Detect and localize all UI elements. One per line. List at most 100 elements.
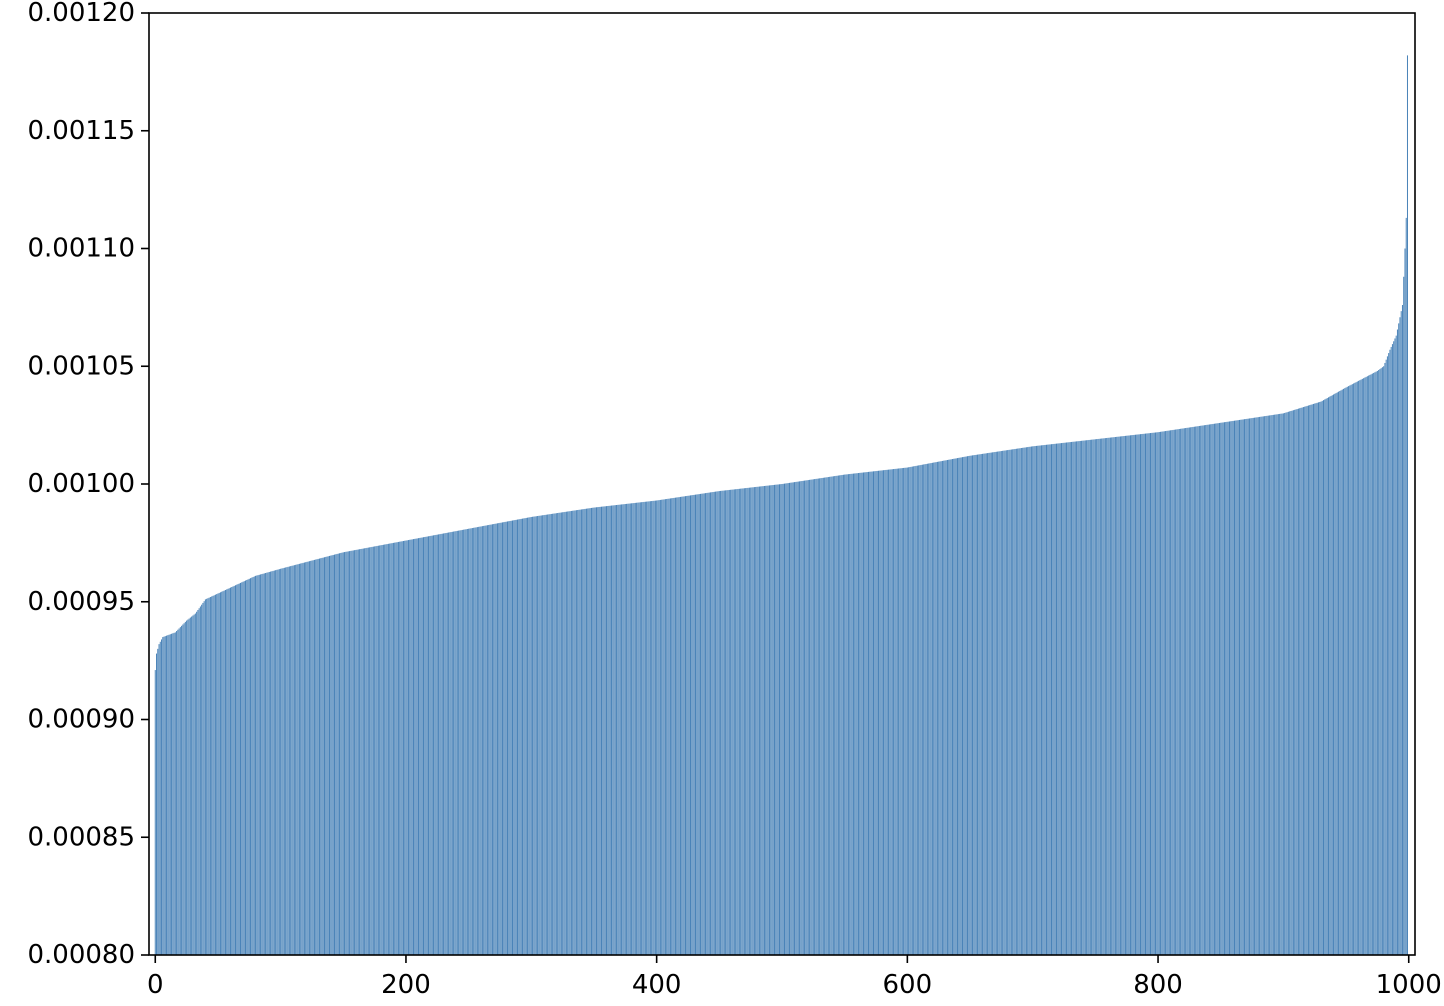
bar (880, 470, 882, 955)
bar (1124, 435, 1126, 955)
bar (637, 502, 639, 955)
bar (1378, 370, 1380, 955)
bar (557, 513, 559, 955)
bar (1109, 437, 1111, 956)
bar (454, 531, 456, 955)
bar (439, 534, 441, 955)
bar (1299, 408, 1301, 955)
bar (1285, 412, 1287, 955)
bar (426, 536, 428, 955)
bar (1297, 408, 1299, 955)
bar (219, 592, 221, 955)
bar (810, 479, 812, 955)
bar (1121, 436, 1123, 956)
bar (1131, 435, 1133, 956)
bar (212, 595, 214, 955)
bar (782, 483, 784, 955)
bar (1348, 386, 1350, 956)
bar (501, 522, 503, 955)
bar (391, 543, 393, 955)
bar (618, 504, 620, 955)
bar (186, 620, 188, 955)
bar (250, 578, 252, 955)
bar (698, 494, 700, 955)
bar (1158, 432, 1160, 955)
bar (931, 462, 933, 955)
bar (713, 491, 715, 955)
bar (585, 508, 587, 955)
bar (1309, 405, 1311, 955)
bar (1398, 323, 1400, 955)
bar (1394, 338, 1396, 955)
bar (529, 517, 531, 955)
bar (1137, 434, 1139, 955)
bar (815, 478, 817, 955)
bar (611, 505, 613, 955)
bar (851, 473, 853, 955)
bar (1062, 442, 1064, 956)
bar (1153, 432, 1155, 955)
bar (1260, 416, 1262, 956)
bar (855, 473, 857, 955)
bar (1379, 369, 1381, 955)
bar (416, 538, 418, 955)
bar (227, 588, 229, 955)
bar (1029, 446, 1031, 955)
bar (354, 550, 356, 955)
bar (1239, 419, 1241, 956)
bar (191, 616, 193, 955)
bar (1071, 441, 1073, 955)
bar (407, 540, 409, 955)
bar (1360, 379, 1362, 956)
bar (524, 518, 526, 955)
bar (167, 635, 169, 955)
bar (1079, 440, 1081, 955)
bar (624, 504, 626, 955)
bar (651, 501, 653, 955)
bar (1145, 433, 1147, 955)
bar (317, 558, 319, 955)
bar (342, 552, 344, 955)
bar (1182, 428, 1184, 955)
bar (194, 613, 196, 955)
bar (1027, 447, 1029, 955)
bar (428, 536, 430, 955)
bar (1044, 444, 1046, 955)
bar (587, 508, 589, 955)
bar (1139, 434, 1141, 956)
bar (592, 507, 594, 955)
bar (434, 535, 436, 955)
bar (446, 532, 448, 955)
bar (312, 560, 314, 955)
bar (563, 512, 565, 955)
bar (876, 470, 878, 955)
bar (1222, 422, 1224, 955)
bar (300, 563, 302, 955)
bar (490, 524, 492, 955)
bar (231, 587, 233, 955)
bar (1101, 438, 1103, 955)
bar (337, 553, 339, 955)
bar (780, 484, 782, 955)
bar (1178, 428, 1180, 955)
bar (171, 633, 173, 955)
bar (223, 590, 225, 955)
bar (241, 582, 243, 955)
bar (1213, 423, 1215, 955)
bar (648, 501, 650, 955)
bar (693, 494, 695, 955)
bar (1232, 420, 1234, 955)
bar (978, 454, 980, 955)
bar (277, 569, 279, 955)
bar (622, 504, 624, 955)
bar (869, 471, 871, 955)
bar (1138, 434, 1140, 955)
bar (430, 535, 432, 955)
bar (608, 505, 610, 955)
bar (700, 493, 702, 955)
bar (918, 465, 920, 955)
bar (612, 505, 614, 955)
bar (347, 551, 349, 955)
bar (532, 516, 534, 955)
bar (653, 500, 655, 955)
